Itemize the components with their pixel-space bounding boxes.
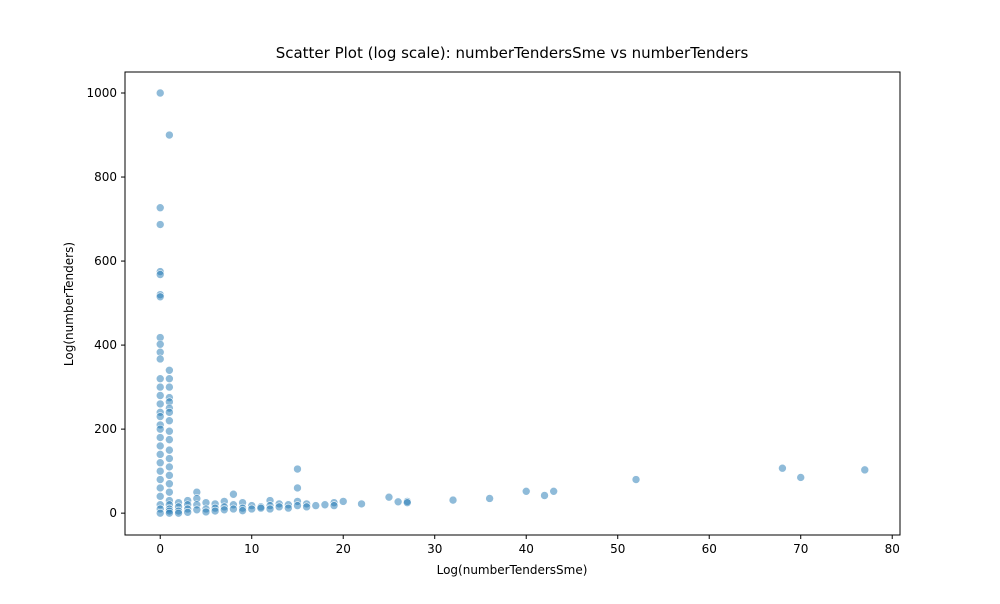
point [284,503,293,513]
point [540,491,549,500]
point [274,502,284,512]
point [549,487,558,496]
point [155,412,165,421]
x-axis-label: Log(numberTendersSme) [437,563,588,577]
y-tick-label: 1000 [86,86,117,100]
point [402,498,412,507]
point [293,464,302,474]
point [860,465,870,475]
point [155,399,165,409]
point [311,501,321,510]
point [256,503,266,513]
chart-title: Scatter Plot (log scale): numberTendersS… [276,44,749,62]
point [631,475,641,484]
point [165,408,174,417]
point [165,462,174,472]
point [155,203,165,213]
point [485,494,494,503]
point [293,501,302,510]
point [174,508,183,518]
point [357,499,366,509]
point [165,382,174,392]
point [393,497,403,507]
point [155,339,165,349]
point [320,500,330,510]
point [155,441,165,451]
point [229,504,238,514]
y-axis-label: Log(numberTenders) [62,242,76,366]
point [165,508,174,518]
point [155,382,165,392]
x-tick-label: 10 [244,542,259,556]
point [165,487,174,497]
point [155,492,165,501]
point [229,489,238,499]
point [155,374,165,384]
point [338,497,348,506]
x-tick-label: 80 [885,542,900,556]
point [155,391,165,400]
y-tick-label: 600 [94,254,117,268]
point [293,483,302,493]
x-tick-label: 20 [336,542,351,556]
point [165,435,174,444]
x-tick-label: 60 [702,542,717,556]
point [165,479,174,489]
point [778,463,787,473]
x-tick-label: 30 [427,542,442,556]
point [238,506,247,515]
x-tick-label: 40 [519,542,534,556]
point [155,450,165,459]
point [155,483,165,493]
point [165,445,174,455]
point [521,487,531,496]
y-tick-label: 800 [94,170,117,184]
point [155,270,165,279]
y-tick-label: 400 [94,338,117,352]
point [165,426,174,436]
point [183,508,192,517]
point [155,475,165,484]
point [329,501,339,510]
point [384,492,394,502]
point [155,292,165,302]
point [165,454,174,463]
point [155,508,165,518]
point [265,504,275,514]
point [247,504,257,514]
point [201,507,211,517]
point [165,130,174,140]
point [165,471,174,480]
point [219,505,229,515]
x-tick-label: 0 [156,542,164,556]
point [155,458,165,468]
point [155,424,165,434]
point [165,374,174,384]
point [210,506,220,516]
point [165,366,174,375]
point [155,354,165,364]
point [302,502,311,512]
point [155,433,165,442]
point [192,505,202,515]
point [796,473,806,482]
x-tick-label: 70 [793,542,808,556]
point [155,88,165,98]
point [165,416,174,426]
point [448,495,458,505]
plot-frame [124,71,901,536]
point [155,220,165,229]
y-tick-label: 200 [94,422,117,436]
y-tick-label: 0 [109,506,117,520]
x-tick-label: 50 [610,542,625,556]
point [155,466,165,476]
